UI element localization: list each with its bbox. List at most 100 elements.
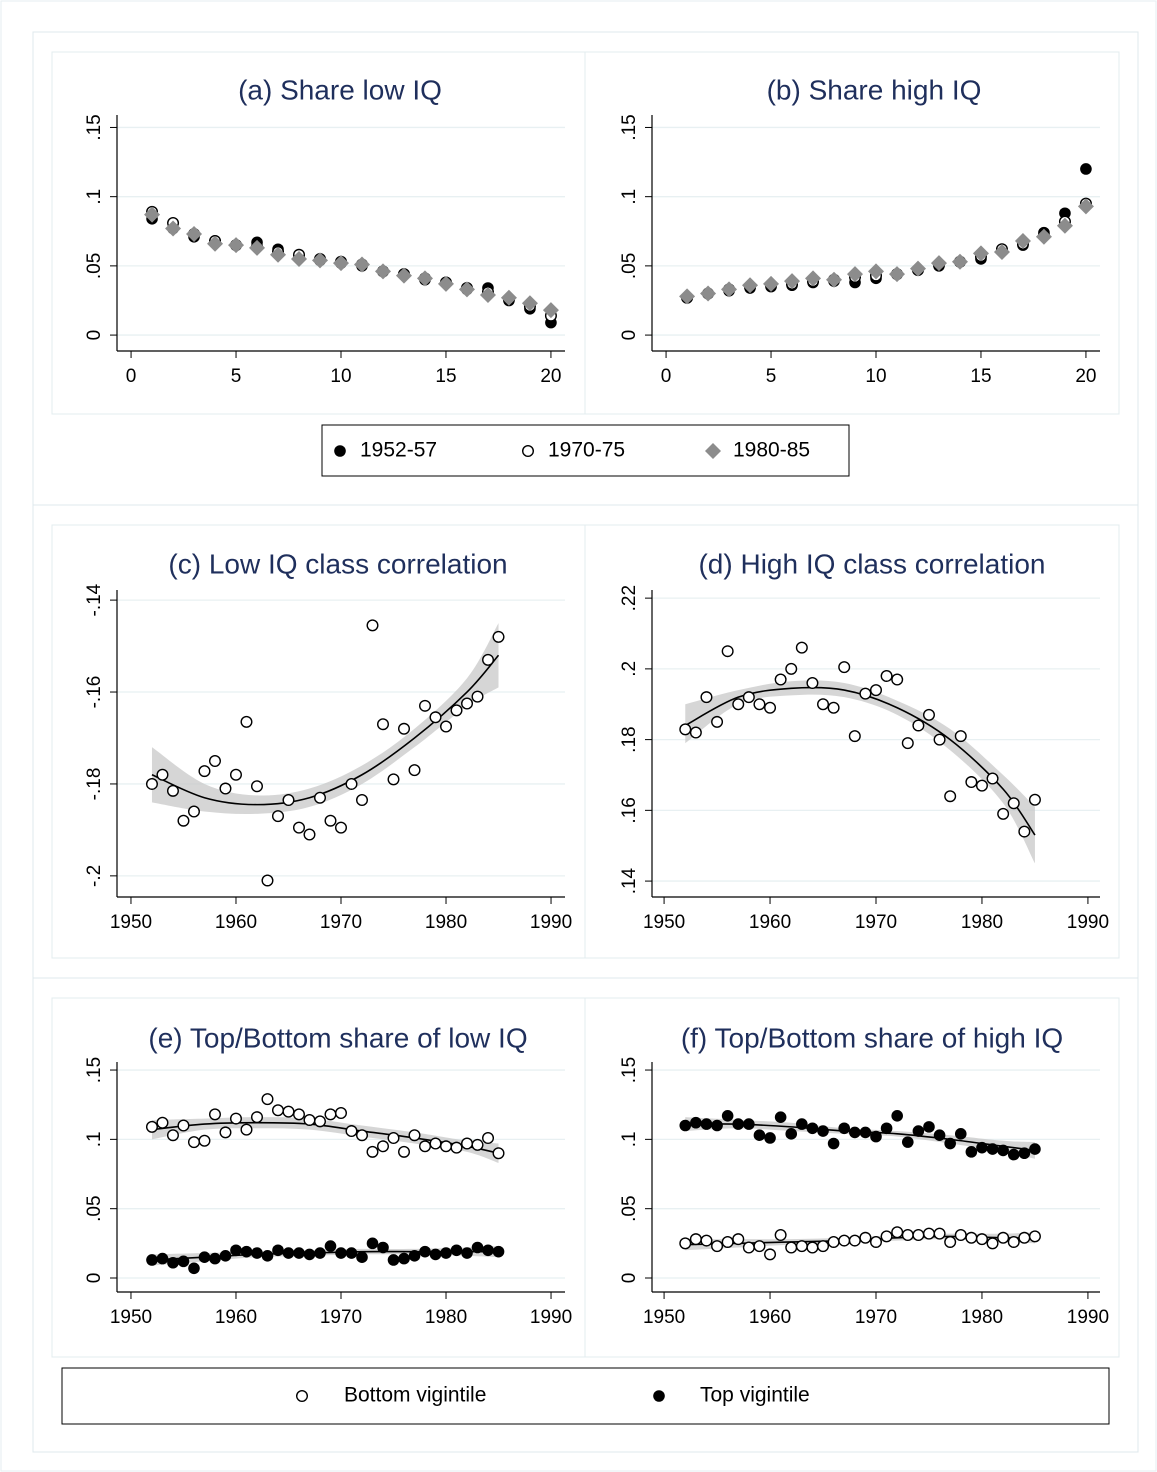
point <box>408 1129 421 1142</box>
point <box>345 1125 358 1138</box>
point <box>207 235 224 252</box>
point <box>817 1125 829 1137</box>
point <box>817 1240 830 1253</box>
point <box>292 821 305 834</box>
panel-title: (e) Top/Bottom share of low IQ <box>148 1022 527 1053</box>
point <box>784 273 801 290</box>
x-tick-label: 1950 <box>643 912 685 933</box>
point <box>868 263 884 280</box>
point <box>679 288 696 305</box>
point <box>261 1093 274 1106</box>
point <box>208 754 221 767</box>
point <box>848 1234 861 1247</box>
point <box>951 253 968 270</box>
point <box>333 255 349 272</box>
point <box>1014 232 1031 249</box>
point <box>965 776 978 789</box>
point <box>912 1125 925 1137</box>
point <box>880 1122 893 1135</box>
point <box>796 1118 808 1130</box>
point <box>387 1131 400 1144</box>
point <box>188 1262 200 1275</box>
point <box>1080 163 1092 175</box>
point <box>1059 207 1071 220</box>
point <box>944 1137 956 1150</box>
point <box>954 1128 967 1140</box>
point <box>690 1116 702 1129</box>
point <box>965 1146 978 1158</box>
point <box>461 1137 474 1150</box>
point <box>500 289 517 306</box>
point <box>303 828 316 841</box>
point <box>1056 217 1073 234</box>
point <box>743 1118 755 1130</box>
point <box>324 1240 337 1252</box>
point <box>923 1121 935 1133</box>
point <box>366 1145 379 1158</box>
point <box>711 715 724 728</box>
point <box>335 1107 348 1120</box>
point <box>891 1109 903 1122</box>
legend-box <box>321 424 850 477</box>
point <box>700 1118 713 1130</box>
point <box>997 1144 1009 1157</box>
y-tick-label: 0 <box>619 1273 640 1284</box>
x-tick-label: 20 <box>1075 366 1096 387</box>
point <box>219 1250 232 1262</box>
point <box>721 281 738 298</box>
point <box>398 1252 410 1265</box>
point <box>1029 1143 1041 1155</box>
point <box>345 1247 358 1259</box>
point <box>901 737 914 750</box>
point <box>261 874 274 887</box>
y-tick-label: .2 <box>619 661 640 677</box>
y-tick-label: .16 <box>619 797 640 823</box>
x-tick-label: 10 <box>865 366 886 387</box>
point <box>251 1247 263 1259</box>
point <box>377 718 390 731</box>
point <box>419 1245 431 1258</box>
point <box>219 1126 232 1139</box>
y-tick-label: -.18 <box>84 768 105 801</box>
point <box>198 765 211 778</box>
x-tick-label: 1950 <box>110 1307 152 1328</box>
point <box>1007 1235 1020 1248</box>
point <box>408 1250 421 1262</box>
point <box>753 1129 766 1142</box>
point <box>891 673 904 686</box>
point <box>975 779 988 792</box>
y-tick-label: .15 <box>619 114 640 140</box>
point <box>954 730 967 743</box>
point <box>366 619 379 632</box>
panel-title: (b) Share high IQ <box>767 74 982 105</box>
point <box>271 810 284 823</box>
point <box>880 669 893 682</box>
point <box>240 1123 253 1136</box>
point <box>187 805 200 818</box>
point <box>324 814 337 827</box>
point <box>679 723 692 736</box>
y-tick-label: .14 <box>619 867 640 894</box>
point <box>859 687 872 700</box>
point <box>753 1240 766 1253</box>
y-tick-label: 0 <box>84 1273 105 1284</box>
point <box>933 1227 946 1240</box>
y-tick-label: .1 <box>84 1131 105 1147</box>
x-tick-label: 20 <box>540 366 561 387</box>
point <box>366 1237 379 1250</box>
point <box>461 697 474 710</box>
y-tick-label: .1 <box>619 189 640 205</box>
point <box>271 1104 284 1117</box>
point <box>909 260 926 277</box>
point <box>880 1230 893 1243</box>
point <box>228 237 245 254</box>
point <box>429 1137 442 1150</box>
x-tick-label: 1960 <box>215 912 257 933</box>
point <box>177 1119 190 1132</box>
point <box>229 1112 242 1125</box>
point <box>827 701 840 714</box>
point <box>764 701 777 714</box>
point <box>156 768 169 781</box>
x-tick-label: 1980 <box>961 1307 1003 1328</box>
legend-label: 1952-57 <box>360 439 437 462</box>
